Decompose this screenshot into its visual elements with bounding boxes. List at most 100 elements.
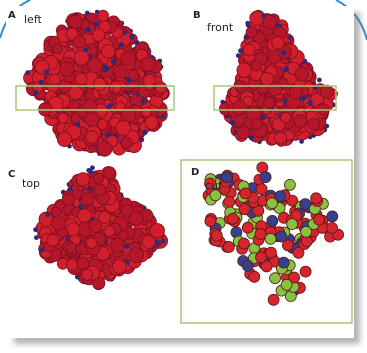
atom xyxy=(317,78,322,83)
atom xyxy=(284,67,289,72)
atom xyxy=(300,266,311,277)
atom xyxy=(251,118,262,129)
atom xyxy=(103,64,108,69)
atom xyxy=(129,34,134,39)
atom xyxy=(141,57,155,71)
atom xyxy=(39,80,44,85)
atom xyxy=(86,131,98,143)
atom xyxy=(250,11,264,25)
atom xyxy=(311,193,322,204)
atom xyxy=(97,141,112,156)
atom xyxy=(263,97,274,108)
atom xyxy=(251,61,261,71)
atom xyxy=(90,165,95,170)
atom xyxy=(275,132,287,144)
atom xyxy=(233,101,247,115)
atom xyxy=(211,230,222,241)
atom xyxy=(47,234,59,246)
atom xyxy=(223,242,234,253)
atom xyxy=(116,121,131,136)
atom xyxy=(58,113,68,123)
atom xyxy=(75,122,80,127)
panel-letter: C xyxy=(8,169,15,180)
atom xyxy=(108,103,113,108)
atom xyxy=(53,44,63,54)
atom xyxy=(284,179,295,190)
atom xyxy=(156,82,167,93)
atom xyxy=(299,139,304,144)
atom xyxy=(127,78,132,83)
atom xyxy=(111,59,116,64)
atom xyxy=(141,107,151,117)
atom xyxy=(287,219,298,230)
atom xyxy=(161,114,166,119)
atom xyxy=(295,68,308,81)
atom xyxy=(97,10,108,21)
atom xyxy=(255,229,266,240)
figure: A left B front C top D cut xyxy=(0,0,367,353)
atom xyxy=(112,260,126,274)
atom xyxy=(124,244,129,249)
atom xyxy=(260,72,273,85)
atom xyxy=(308,118,320,130)
atom xyxy=(104,226,115,237)
atom xyxy=(83,100,97,114)
atom xyxy=(129,211,143,225)
atom xyxy=(272,37,285,50)
atom xyxy=(121,137,132,148)
atom xyxy=(267,215,278,226)
atom xyxy=(265,247,276,258)
panel-label: top xyxy=(22,177,40,190)
atom xyxy=(268,294,279,305)
atom xyxy=(141,98,146,103)
atom xyxy=(301,95,306,100)
atom xyxy=(287,35,292,40)
atom xyxy=(314,214,325,225)
atom xyxy=(276,231,287,242)
atom xyxy=(72,189,82,199)
atom xyxy=(25,70,30,75)
atom xyxy=(59,62,74,77)
atom xyxy=(78,204,83,209)
atom xyxy=(289,86,302,99)
atom xyxy=(83,47,88,52)
atom xyxy=(231,120,236,125)
atom xyxy=(66,243,76,253)
atom xyxy=(227,213,238,224)
atom xyxy=(238,48,243,53)
atom xyxy=(265,233,276,244)
atom xyxy=(86,238,97,249)
atom xyxy=(94,173,104,183)
atom xyxy=(73,36,85,48)
panel-letter: B xyxy=(193,10,201,21)
atom xyxy=(161,239,166,244)
atom xyxy=(145,116,158,129)
atom xyxy=(224,197,235,208)
atom xyxy=(281,50,286,55)
atom xyxy=(327,223,338,234)
panel-letter: A xyxy=(8,10,16,21)
atom xyxy=(275,191,286,202)
atom xyxy=(85,112,100,127)
atom xyxy=(205,216,216,227)
atom xyxy=(69,15,82,28)
atom xyxy=(261,13,266,18)
atom xyxy=(270,273,281,284)
atom xyxy=(94,184,106,196)
atom xyxy=(89,219,102,232)
atom xyxy=(150,223,164,237)
atom xyxy=(221,172,232,183)
atom xyxy=(76,173,89,186)
atom xyxy=(142,235,155,248)
atom xyxy=(308,100,313,105)
atom xyxy=(281,279,292,290)
atom xyxy=(102,45,115,58)
atom xyxy=(88,58,103,73)
atom xyxy=(238,238,249,249)
atom xyxy=(237,63,252,78)
atom xyxy=(45,212,50,217)
atom xyxy=(134,40,139,45)
atom xyxy=(278,257,289,268)
panel-label: left xyxy=(24,13,43,26)
atom xyxy=(82,192,95,205)
